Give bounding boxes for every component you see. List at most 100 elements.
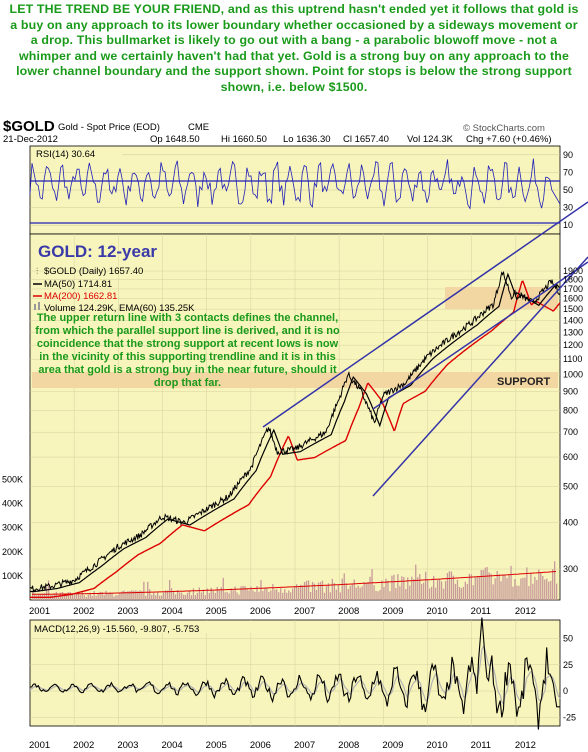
volume-bar — [133, 590, 135, 600]
volume-bar — [222, 577, 224, 600]
volume-bar — [286, 592, 288, 600]
volume-bar — [147, 581, 149, 600]
volume-bar — [480, 569, 482, 600]
volume-bar — [343, 573, 345, 600]
chart-name: Gold - Spot Price (EOD) — [58, 122, 160, 133]
volume-bar — [526, 567, 528, 600]
volume-bar — [300, 584, 302, 600]
ma200-line — [30, 280, 561, 598]
volume-bar — [532, 583, 534, 600]
volume-ema-line — [32, 571, 557, 595]
volume-bar — [349, 585, 351, 600]
volume-bar — [508, 574, 510, 600]
ma50-line — [30, 272, 561, 593]
support-label: SUPPORT — [497, 376, 550, 388]
volume-bar — [107, 593, 109, 600]
volume-bar — [161, 595, 163, 600]
year-tick-label: 2005 — [206, 606, 227, 617]
volume-bar — [238, 594, 240, 600]
volume-bar — [109, 592, 111, 600]
volume-tick-label: 100K — [2, 571, 23, 581]
volume-bar — [514, 579, 516, 600]
volume-bar — [218, 590, 220, 600]
volume-bar — [440, 581, 443, 600]
volume-value: Vol 124.3K — [407, 134, 454, 145]
volume-bar — [490, 573, 492, 600]
volume-bar — [353, 579, 355, 600]
volume-bar — [97, 593, 99, 600]
volume-bar — [264, 587, 266, 600]
volume-bar — [305, 580, 308, 600]
volume-bar — [554, 561, 556, 600]
chart-title: GOLD: 12-year — [38, 242, 157, 261]
volume-bar — [534, 576, 536, 600]
annotation-text: The upper return line with 3 contacts de… — [35, 312, 340, 389]
volume-bar — [234, 586, 236, 600]
year-tick-label: 2001 — [29, 606, 50, 617]
year-tick-label: 2010 — [427, 740, 448, 751]
volume-bar — [442, 588, 445, 600]
volume-bar — [170, 588, 173, 600]
volume-bar — [311, 581, 314, 600]
volume-bar — [184, 595, 187, 600]
volume-bar — [339, 592, 341, 600]
rsi-tick-label: 10 — [563, 220, 573, 230]
chart-exchange: CME — [188, 122, 209, 133]
volume-bar — [524, 577, 526, 600]
volume-bar — [375, 590, 377, 600]
year-tick-label: 2002 — [73, 740, 94, 751]
channel-upper-line-right — [372, 261, 588, 410]
volume-bar — [335, 589, 337, 600]
volume-bar — [385, 578, 387, 600]
volume-bar — [141, 591, 143, 600]
year-tick-label: 2003 — [117, 606, 138, 617]
open-value: Op 1648.50 — [150, 134, 200, 145]
volume-bar — [276, 589, 278, 600]
volume-bar — [365, 583, 367, 600]
volume-bar — [496, 571, 498, 600]
volume-bar — [151, 594, 153, 600]
volume-bar — [379, 589, 381, 600]
volume-bar — [347, 588, 349, 600]
rsi-tick-label: 70 — [563, 167, 573, 177]
price-tick-label: 300 — [563, 564, 578, 574]
volume-bar — [381, 580, 383, 600]
volume-bar — [85, 597, 87, 600]
volume-bar — [488, 572, 490, 600]
volume-bar — [498, 574, 500, 600]
volume-bar — [444, 581, 447, 600]
volume-bar — [510, 565, 512, 600]
volume-bar — [145, 595, 147, 600]
volume-bar — [528, 586, 530, 600]
volume-bar — [403, 577, 405, 600]
macd-tick-label: 0 — [563, 686, 568, 696]
volume-bar — [556, 583, 558, 600]
support-band — [32, 372, 558, 388]
volume-bar — [103, 594, 105, 600]
volume-bar — [178, 592, 181, 600]
volume-bar — [407, 577, 409, 600]
volume-bar — [552, 569, 554, 600]
volume-bar — [190, 595, 193, 600]
volume-bar — [296, 584, 298, 600]
volume-bar — [516, 585, 518, 600]
volume-bar — [452, 575, 455, 600]
volume-bar — [153, 592, 155, 600]
year-tick-label: 2011 — [471, 606, 491, 617]
volume-bar — [135, 590, 137, 600]
rsi-label-bg — [32, 147, 122, 159]
volume-bar — [83, 595, 85, 600]
close-value: Cl 1657.40 — [343, 134, 389, 145]
volume-bar — [119, 592, 121, 600]
volume-bar — [113, 596, 115, 600]
rsi-tick-label: 50 — [563, 185, 573, 195]
year-tick-label: 2001 — [29, 740, 50, 751]
channel-lower-line — [372, 256, 588, 497]
volume-bar — [417, 577, 419, 600]
volume-bar — [355, 587, 357, 600]
stockcharts-credit: © StockCharts.com — [463, 123, 545, 134]
volume-bar — [456, 579, 459, 600]
volume-bar — [192, 588, 195, 600]
volume-bar — [518, 585, 520, 600]
